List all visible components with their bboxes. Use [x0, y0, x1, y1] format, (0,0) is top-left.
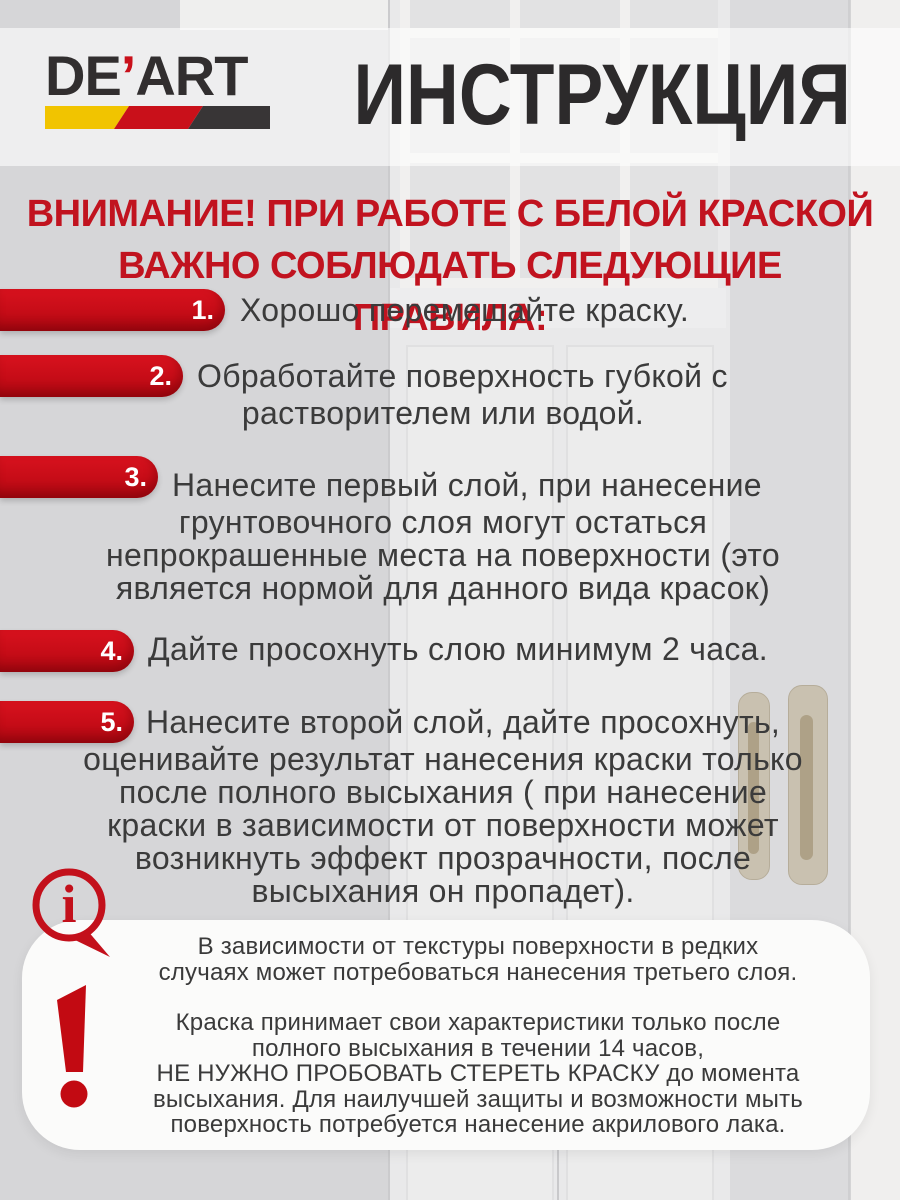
- step-item-3: 3. Нанесите первый слой, при нанесение г…: [0, 456, 900, 605]
- step-text: Нанесите второй слой, дайте просохнуть,: [146, 704, 781, 740]
- logo-part1: DE: [45, 44, 122, 107]
- step-number-ribbon: 5.: [0, 701, 134, 743]
- header-highlight-band: [0, 28, 900, 166]
- step-text-continued: оценивайте результат нанесения краски то…: [83, 741, 803, 909]
- logo-apostrophe: ’: [120, 44, 137, 107]
- door-rail: [390, 288, 726, 328]
- step-number: 3.: [124, 462, 147, 492]
- brand-logo-text: DE’ART: [45, 48, 285, 104]
- warning-heading: ВНИМАНИЕ! ПРИ РАБОТЕ С БЕЛОЙ КРАСКОЙ ВАЖ…: [26, 193, 874, 339]
- svg-text:i: i: [61, 874, 76, 934]
- wall-molding-right: [850, 0, 900, 1200]
- page-title: ИНСТРУКЦИЯ: [353, 47, 851, 143]
- step-item-1: 1. Хорошо перемешайте краску.: [0, 289, 900, 331]
- step-number: 5.: [100, 707, 123, 737]
- step-text: Обработайте поверхность губкой с: [197, 358, 728, 394]
- step-text-continued: растворителем или водой.: [241, 395, 645, 431]
- note-third-coat: В зависимости от текстуры поверхности в …: [158, 933, 798, 986]
- step-item-2: 2. Обработайте поверхность губкой с раст…: [0, 355, 900, 430]
- step-text: Нанесите первый слой, при нанесение: [172, 467, 762, 503]
- logo-part2: ART: [135, 44, 248, 107]
- logo-tricolor-bar-icon: [45, 106, 270, 129]
- step-number-ribbon: 2.: [0, 355, 183, 397]
- door-handle-grip-right: [800, 715, 813, 860]
- step-number-ribbon: 1.: [0, 289, 225, 331]
- note-drying-time: Краска принимает свои характеристики тол…: [152, 1009, 804, 1138]
- step-number: 2.: [149, 361, 172, 391]
- brand-logo: DE’ART: [45, 48, 285, 129]
- step-text: Дайте просохнуть слою минимум 2 часа.: [148, 631, 768, 667]
- step-text: Хорошо перемешайте краску.: [240, 292, 690, 328]
- step-text-continued: грунтовочного слоя могут остаться непрок…: [106, 504, 780, 606]
- door-bottom-seam: [557, 1148, 559, 1200]
- exclamation-icon: [57, 985, 88, 1108]
- step-item-4: 4. Дайте просохнуть слою минимум 2 часа.: [0, 628, 900, 672]
- notes-panel: В зависимости от текстуры поверхности в …: [22, 920, 870, 1150]
- step-number-ribbon: 3.: [0, 456, 158, 498]
- door-handle-grip-left: [748, 722, 759, 854]
- step-number: 4.: [100, 636, 123, 666]
- info-speech-bubble-icon: i: [32, 868, 110, 957]
- step-number: 1.: [191, 295, 214, 325]
- step-number-ribbon: 4.: [0, 630, 134, 672]
- step-item-5: 5. Нанесите второй слой, дайте просохнут…: [0, 701, 900, 908]
